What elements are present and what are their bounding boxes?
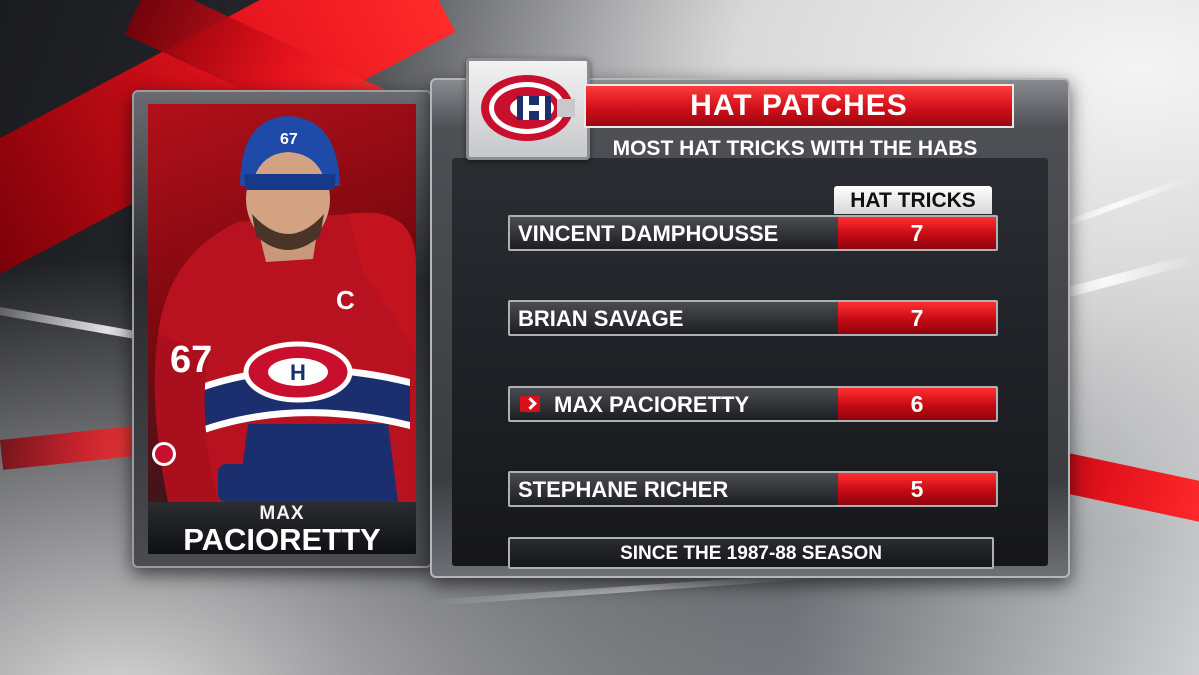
- column-header: HAT TRICKS: [834, 186, 992, 214]
- player-first-name: MAX: [259, 503, 305, 524]
- chevron-right-icon: [520, 396, 540, 412]
- player-photo: H 67 C 67: [148, 104, 416, 502]
- canadiens-logo-icon: [481, 75, 575, 141]
- row-player-name: MAX PACIORETTY: [554, 392, 750, 417]
- row-hat-tricks: 5: [838, 473, 996, 505]
- row-hat-tricks: 6: [838, 388, 996, 420]
- sleeve-number: 67: [170, 339, 212, 381]
- row-player-name: STEPHANE RICHER: [518, 477, 729, 502]
- player-card: H 67 C 67 MAX PACIORETTY: [132, 90, 432, 568]
- row-player-name: VINCENT DAMPHOUSSE: [518, 221, 779, 246]
- row-player-name: BRIAN SAVAGE: [518, 306, 684, 331]
- svg-text:H: H: [290, 360, 306, 385]
- footer-note: SINCE THE 1987-88 SEASON: [508, 537, 994, 569]
- helmet-number: 67: [280, 131, 298, 148]
- graphic-title: HAT PATCHES: [584, 84, 1014, 128]
- captain-letter: C: [336, 285, 355, 315]
- player-name-box: MAX PACIORETTY: [148, 502, 416, 557]
- stat-row: BRIAN SAVAGE 7: [508, 300, 998, 336]
- player-illustration: H 67 C 67: [152, 116, 416, 502]
- stat-row: STEPHANE RICHER 5: [508, 471, 998, 507]
- stat-row-highlighted: MAX PACIORETTY 6: [508, 386, 998, 422]
- team-logo-box: [466, 58, 590, 160]
- player-last-name: PACIORETTY: [183, 522, 381, 557]
- graphic-subtitle: MOST HAT TRICKS WITH THE HABS: [612, 137, 978, 160]
- stat-row: VINCENT DAMPHOUSSE 7: [508, 215, 998, 251]
- row-hat-tricks: 7: [838, 217, 996, 249]
- row-hat-tricks: 7: [838, 302, 996, 334]
